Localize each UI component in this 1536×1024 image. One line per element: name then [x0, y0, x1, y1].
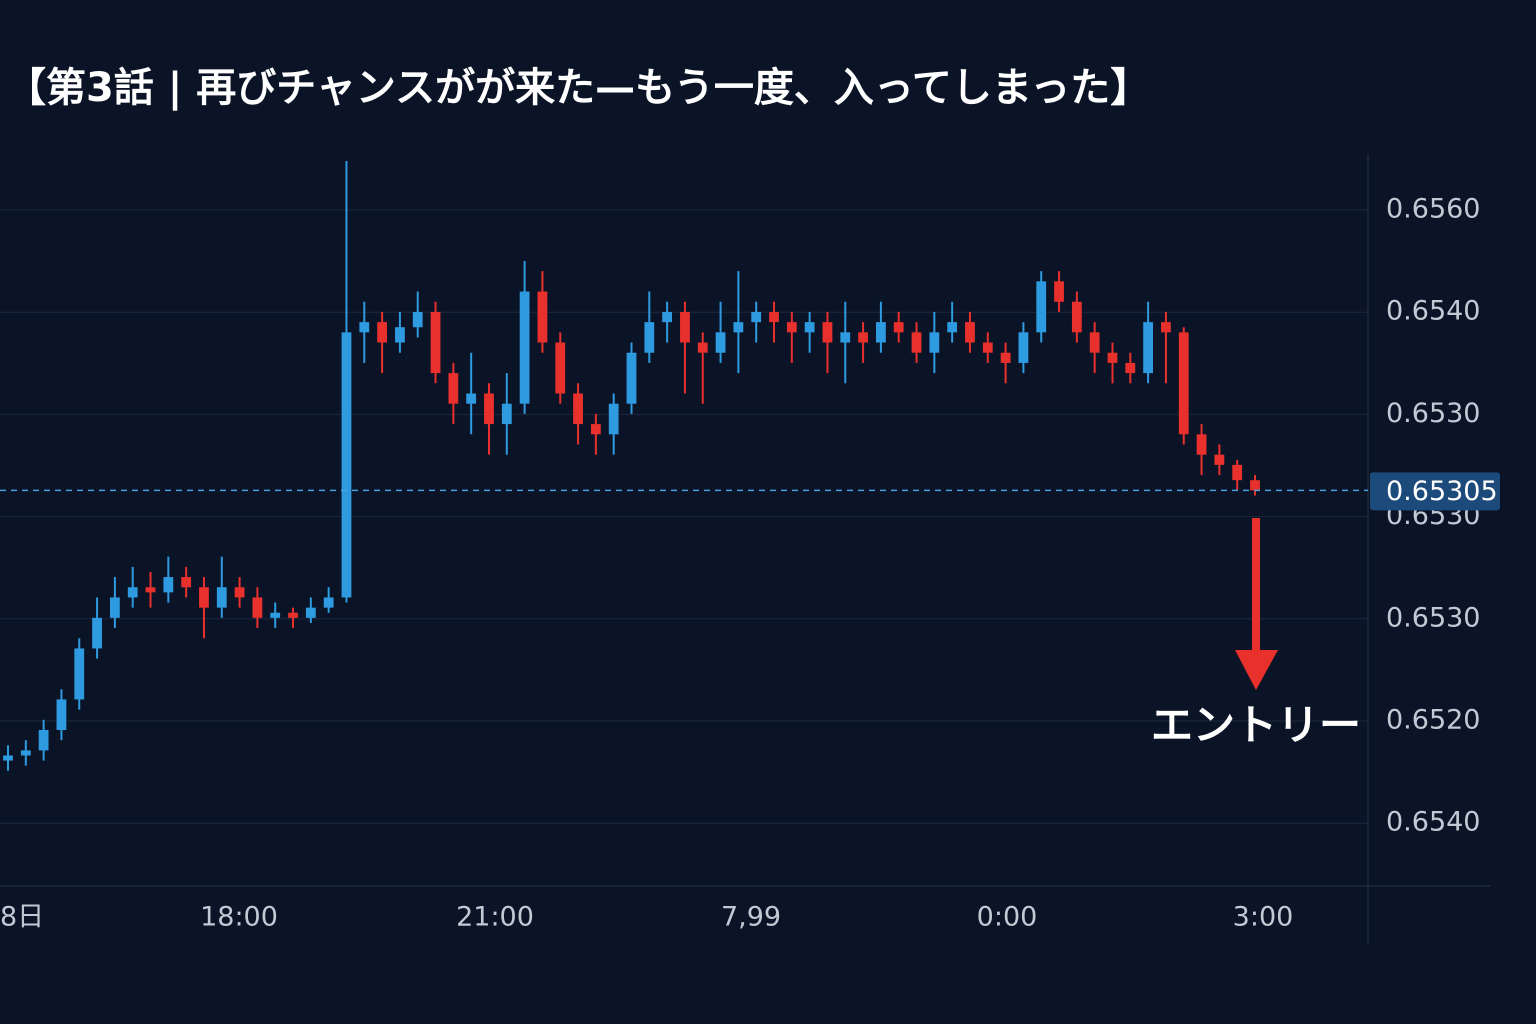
y-axis-label: 0.6530	[1386, 398, 1480, 429]
candle-body	[127, 587, 138, 598]
candle-body	[1143, 322, 1154, 374]
candle-body	[1178, 332, 1189, 435]
x-axis-label: 21:00	[456, 902, 534, 933]
candle-body	[911, 332, 922, 353]
candle-body	[662, 311, 673, 323]
candle-body	[590, 424, 601, 435]
candle-body	[145, 587, 156, 593]
x-axis-label: 18:00	[200, 902, 278, 933]
candle-body	[1036, 281, 1047, 333]
candle-body	[448, 373, 459, 404]
candle-body	[1054, 281, 1064, 302]
candle-body	[484, 393, 494, 425]
y-axis-label: 0.6540	[1386, 807, 1480, 838]
candle-body	[1250, 480, 1260, 491]
candle-body	[608, 403, 619, 435]
candle-body	[74, 648, 85, 700]
entry-arrow-head	[1235, 650, 1278, 690]
candle-body	[519, 291, 530, 404]
candle-body	[982, 342, 993, 353]
last-price-badge	[1370, 472, 1500, 511]
last-price-label: 0.65305	[1386, 476, 1498, 507]
candle-body	[1089, 332, 1100, 353]
candle-body	[3, 755, 13, 761]
candle-body	[1018, 332, 1029, 363]
candle-body	[965, 322, 975, 343]
grid: 0.65600.65400.65300.65300.65300.65200.65…	[0, 194, 1480, 933]
candle-body	[840, 332, 851, 343]
candle-body	[715, 332, 726, 353]
candle-body	[359, 322, 370, 333]
candle-body	[56, 699, 67, 731]
candle-body	[199, 587, 209, 608]
candle-body	[626, 352, 637, 404]
candle-body	[181, 577, 192, 588]
y-axis-label: 0.6560	[1386, 194, 1480, 225]
candle-body	[270, 612, 281, 618]
candle-body	[1107, 352, 1118, 363]
candle-body	[537, 291, 548, 343]
candle-body	[929, 332, 940, 353]
candle-body	[1196, 434, 1207, 455]
candle-body	[822, 322, 833, 343]
candle-body	[377, 322, 387, 343]
candle-body	[573, 393, 583, 425]
candle-body	[341, 332, 352, 598]
candle-body	[20, 750, 31, 756]
candle-body	[1071, 301, 1082, 333]
candle-body	[1232, 464, 1243, 481]
candle-body	[1125, 362, 1136, 374]
candle-body	[1161, 322, 1171, 333]
candles	[3, 161, 1260, 771]
candle-body	[38, 730, 49, 751]
candle-body	[412, 311, 423, 328]
x-axis-label: 月8日	[0, 902, 44, 933]
candle-body	[804, 322, 815, 333]
candle-body	[786, 322, 797, 333]
y-axis-label: 0.6520	[1386, 705, 1480, 736]
candle-body	[109, 597, 120, 618]
candle-body	[234, 587, 245, 598]
candle-body	[644, 322, 655, 353]
candle-body	[893, 322, 904, 333]
candle-body	[466, 393, 477, 404]
candle-body	[555, 342, 566, 394]
entry-annotation: エントリー	[1151, 701, 1361, 750]
overlay: 0.65305 エントリー	[0, 472, 1500, 750]
candle-body	[288, 612, 298, 618]
chart-title: 【第3話 | 再びチャンスがが来た—もう一度、入ってしまった】	[6, 65, 1150, 112]
candle-body	[769, 311, 779, 323]
candle-body	[1000, 352, 1011, 363]
candle-body	[430, 311, 441, 374]
candle-body	[501, 403, 512, 425]
candle-body	[163, 577, 174, 593]
candle-body	[947, 322, 958, 333]
candle-body	[323, 597, 334, 608]
candle-body	[252, 597, 263, 618]
candle-body	[92, 617, 102, 649]
candle-body	[733, 322, 744, 333]
x-axis-label: 0:00	[977, 902, 1038, 933]
candle-body	[1214, 454, 1225, 465]
y-axis-label: 0.6530	[1386, 602, 1480, 633]
candle-body	[305, 607, 316, 618]
x-axis-label: 7,99	[721, 902, 781, 933]
candle-body	[216, 587, 227, 608]
candle-body	[858, 332, 868, 343]
entry-arrow-shaft	[1252, 518, 1260, 653]
candle-body	[395, 327, 405, 343]
x-axis-label: 3:00	[1233, 902, 1294, 933]
candle-body	[876, 322, 886, 343]
candle-body	[680, 311, 690, 343]
candle-body	[697, 342, 708, 353]
candle-body	[751, 311, 762, 323]
y-axis-label: 0.6540	[1386, 296, 1480, 327]
